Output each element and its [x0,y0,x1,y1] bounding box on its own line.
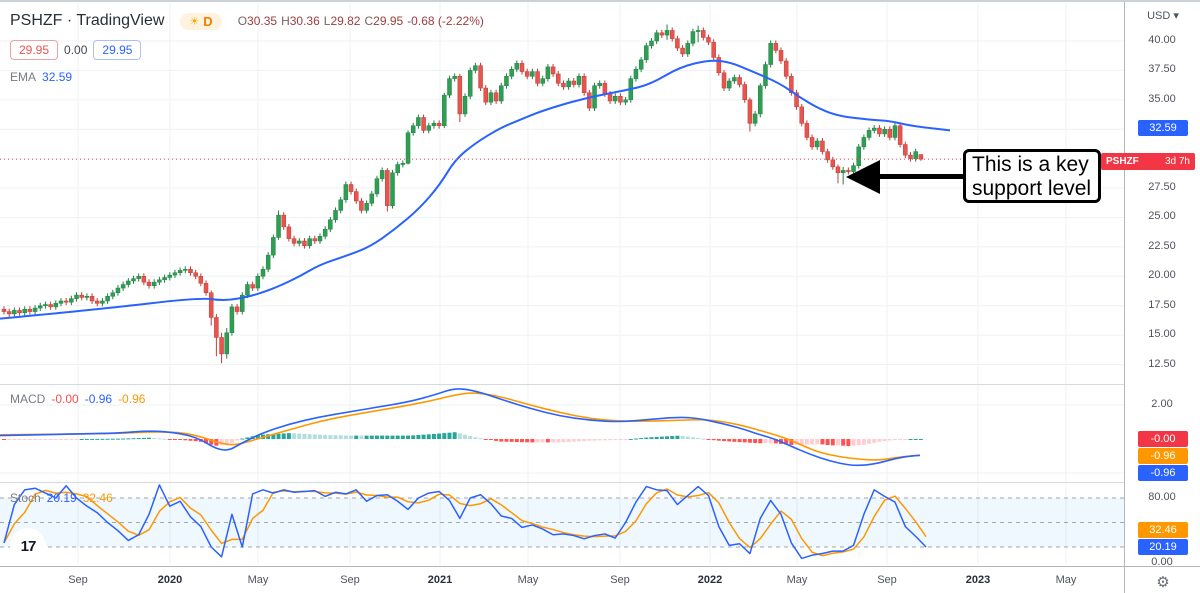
macd-value-badge: -0.96 [1138,465,1188,481]
annotation-line1: This is a key [972,153,1089,176]
panel-separator-stoch[interactable] [0,482,1124,483]
change-value: -0.68 (-2.22%) [407,14,484,28]
time-tick-year: 2020 [157,574,183,586]
price-axis-label: 20.00 [1148,269,1176,282]
time-tick-month: May [517,574,539,586]
price-axis-label: 40.00 [1148,34,1176,46]
badge-symbol: PSHZF [1106,156,1139,167]
sell-price-box: 29.95 [10,40,59,60]
stoch-value-badge: 20.19 [1138,538,1188,555]
tradingview-logo[interactable]: 17 [10,528,46,564]
close-value: 29.95 [373,14,404,28]
macd-value-badge: -0.00 [1138,431,1188,447]
time-tick-year: 2022 [697,574,723,586]
buy-price-box: 29.95 [93,40,142,60]
stoch-indicator-label[interactable]: Stoch [10,491,41,505]
high-value: 30.36 [289,14,320,28]
ema-indicator-label[interactable]: EMA [10,70,37,84]
macd-indicator-label[interactable]: MACD [10,392,46,406]
chevron-down-icon: ▾ [1173,9,1179,22]
ema-indicator-value: 32.59 [42,70,73,84]
stoch-k-value: 20.19 [46,491,77,505]
badge-countdown: 3d 7h [1164,156,1190,167]
stoch-value-badge: 32.46 [1138,521,1188,538]
price-axis-label: 12.50 [1148,357,1176,370]
price-axis[interactable]: USD ▾ [1124,2,1200,566]
time-tick-month: May [247,574,269,586]
price-axis-label: 25.00 [1148,210,1176,223]
symbol-title[interactable]: PSHZF · TradingView [10,12,165,29]
ema-price-badge: 32.59 [1138,120,1188,137]
axis-settings-corner: ⚙ [1124,567,1200,593]
time-tick-month: Sep [340,574,360,586]
sun-icon: ☀ [189,14,200,28]
macd-value-badge: -0.96 [1138,448,1188,464]
open-value: 30.35 [247,14,278,28]
interval-badge[interactable]: ☀ D [180,12,222,30]
low-value: 29.82 [330,14,361,28]
time-tick-month: Sep [610,574,630,586]
stoch-axis-label: 80.00 [1148,491,1176,503]
annotation-line2: support level [972,177,1092,200]
stoch-axis-label: 0.00 [1151,556,1173,569]
macd-axis-label: 2.00 [1151,398,1173,410]
stoch-d-value: 32.46 [82,491,113,505]
panel-separator-macd[interactable] [0,384,1124,385]
price-axis-label: 27.50 [1148,181,1176,194]
time-tick-month: May [1055,574,1077,586]
currency-dropdown[interactable]: USD ▾ [1147,9,1179,22]
time-axis[interactable]: ⚙ Sep 2020 May Sep 2021 May Sep 2022 May Sep 2023 M… [0,566,1200,593]
chart-canvas[interactable] [0,2,1124,566]
price-axis-label: 22.50 [1148,239,1176,252]
gear-icon[interactable]: ⚙ [1156,572,1170,591]
macd-signal-value: -0.96 [118,392,146,406]
macd-line-value: -0.96 [84,392,113,406]
time-tick-year: 2023 [965,574,991,586]
last-price-badge: PSHZF 3d 7h [1101,153,1195,170]
price-axis-label: 17.50 [1148,298,1176,311]
ohlc-values: O30.35 H30.36 L29.82 C29.95 -0.68 (-2.22… [237,14,484,28]
macd-hist-value: -0.00 [51,392,79,406]
spread-value: 0.00 [64,43,88,57]
time-tick-year: 2021 [427,574,453,586]
annotation-arrow[interactable] [840,152,970,212]
time-tick-month: May [786,574,808,586]
time-tick-month: Sep [68,574,88,586]
price-axis-label: 37.50 [1148,63,1176,76]
annotation-text-box[interactable]: This is a key support level [963,149,1101,203]
tradingview-logo-glyph: 17 [20,537,37,555]
time-tick-month: Sep [877,574,897,586]
price-axis-label: 15.00 [1148,328,1176,341]
price-axis-label: 35.00 [1148,92,1176,105]
interval-label: D [203,13,213,29]
